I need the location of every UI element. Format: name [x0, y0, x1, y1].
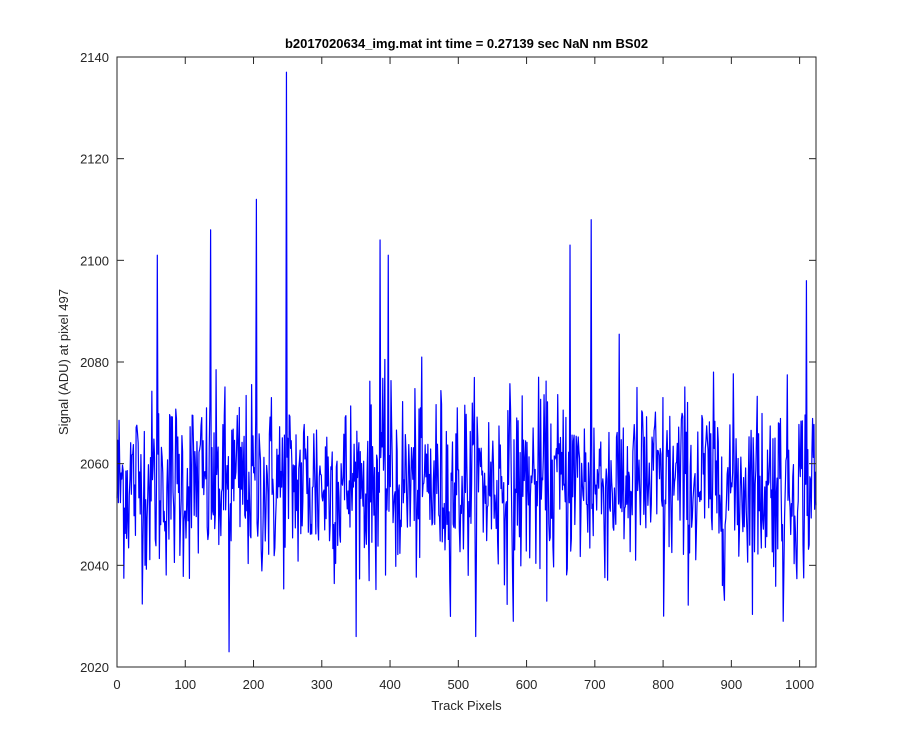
- chart-title: b2017020634_img.mat int time = 0.27139 s…: [285, 36, 648, 51]
- x-tick-label-1000: 1000: [785, 677, 814, 692]
- y-tick-label-2040: 2040: [80, 558, 109, 573]
- y-tick-label-2100: 2100: [80, 253, 109, 268]
- x-tick-label-600: 600: [516, 677, 538, 692]
- x-tick-label-400: 400: [379, 677, 401, 692]
- x-tick-label-0: 0: [113, 677, 120, 692]
- ticks-layer: 0 100 200 300 400 500 600 700 800 900 1000 2020 2040…: [80, 50, 816, 692]
- y-tick-label-2080: 2080: [80, 355, 109, 370]
- y-tick-label-2020: 2020: [80, 660, 109, 675]
- x-tick-label-900: 900: [721, 677, 743, 692]
- axes-box: [116, 56, 817, 668]
- y-tick-label-2060: 2060: [80, 457, 109, 472]
- y-tick-label-2140: 2140: [80, 50, 109, 65]
- series-layer: [116, 71, 817, 653]
- plot-area: [117, 57, 816, 667]
- x-tick-label-300: 300: [311, 677, 333, 692]
- y-tick-label-2120: 2120: [80, 152, 109, 167]
- x-tick-label-100: 100: [174, 677, 196, 692]
- x-tick-label-500: 500: [447, 677, 469, 692]
- x-tick-label-200: 200: [243, 677, 265, 692]
- x-axis-label: Track Pixels: [431, 698, 502, 713]
- series-line-0: [116, 71, 817, 653]
- x-tick-label-700: 700: [584, 677, 606, 692]
- y-axis-label: Signal (ADU) at pixel 497: [56, 289, 71, 435]
- x-tick-label-800: 800: [652, 677, 674, 692]
